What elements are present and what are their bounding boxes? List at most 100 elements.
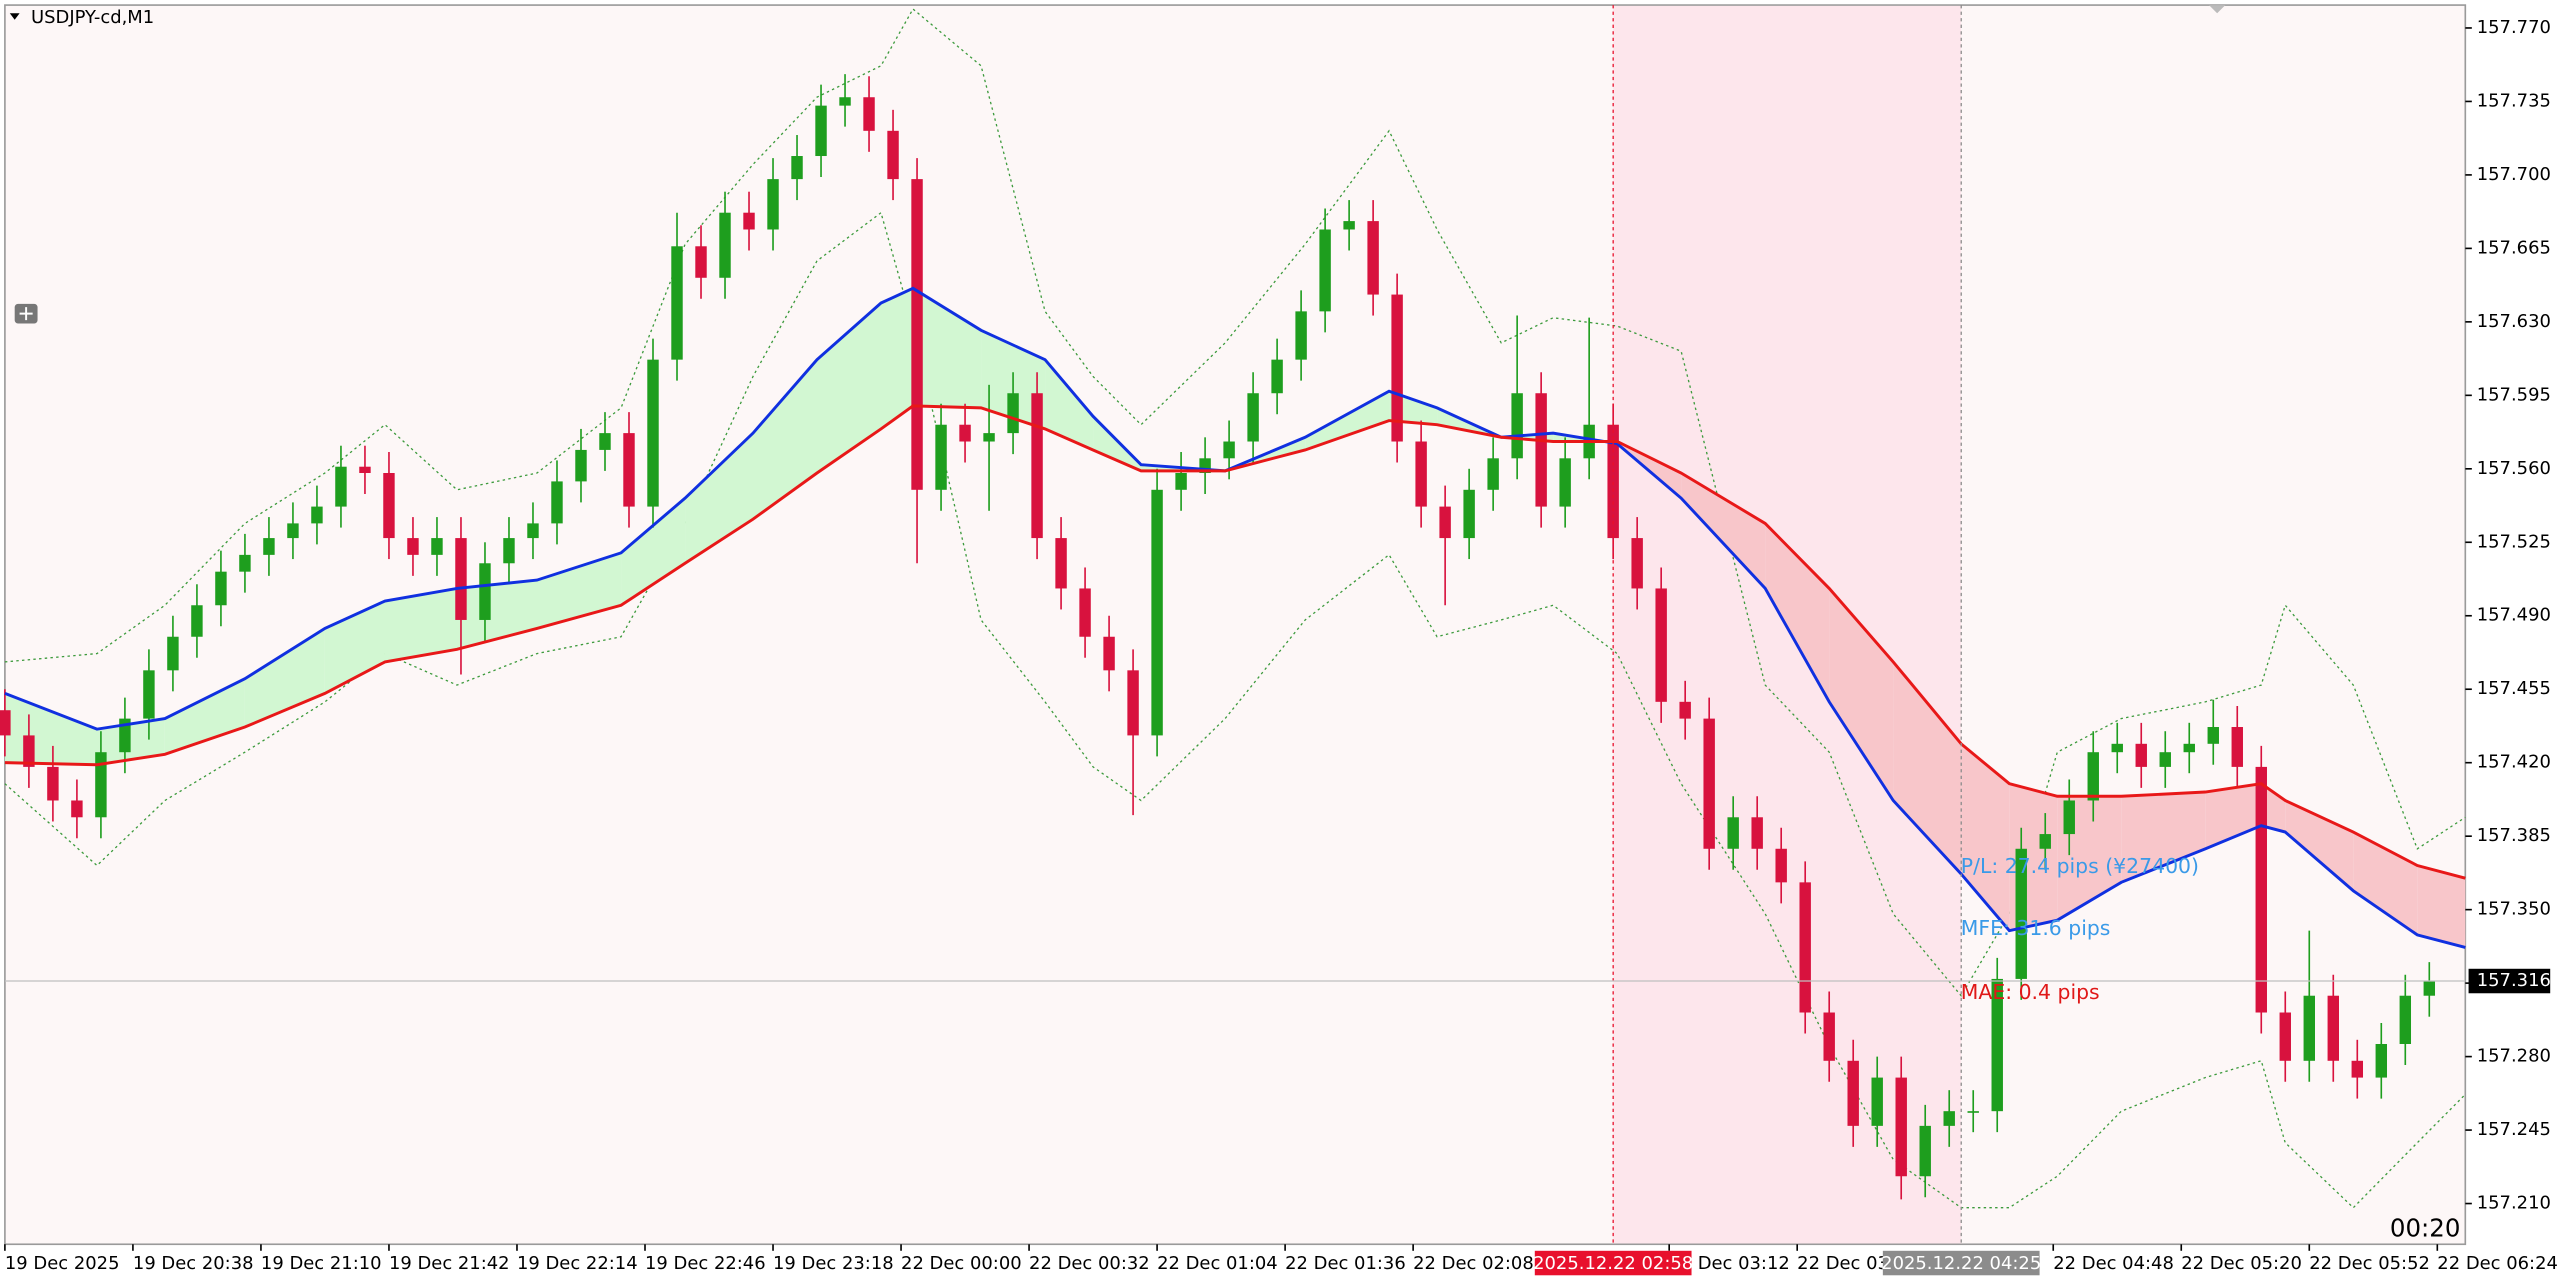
candle-body <box>215 571 227 606</box>
candle-body <box>95 752 107 818</box>
candle-body <box>2039 834 2051 849</box>
bollinger-band <box>4 211 2466 1209</box>
candle-body <box>1223 441 1235 459</box>
ma-fill <box>912 288 982 408</box>
chart-title: USDJPY-cd,M1 <box>31 7 154 28</box>
candle-body <box>1079 588 1091 637</box>
candle-body <box>1439 506 1451 539</box>
candle-body <box>959 424 971 442</box>
candle-body <box>1655 588 1667 702</box>
ma-fill <box>2261 783 2286 833</box>
candle-body <box>1415 441 1427 507</box>
candle-body <box>2207 727 2219 744</box>
time-marker-label-box <box>1534 1250 1692 1276</box>
candle-body <box>1319 229 1331 312</box>
candle-body <box>119 718 131 753</box>
candle-body <box>671 246 683 360</box>
candle-body <box>2279 1012 2291 1061</box>
ma-fill <box>324 601 385 694</box>
ma-fill <box>1681 473 1766 589</box>
ma-fill <box>621 498 686 606</box>
ma-fill <box>384 588 457 662</box>
x-tick-label: 19 Dec 23:18 <box>773 1253 894 1274</box>
ma-fill <box>456 580 537 650</box>
candle-body <box>287 523 299 539</box>
candle-body <box>1535 393 1547 507</box>
ma-fill <box>2417 865 2466 948</box>
candle-body <box>23 735 35 767</box>
ma-fill <box>1961 743 2010 931</box>
candle-body <box>551 481 563 524</box>
y-tick-label: 157.560 <box>2477 458 2551 479</box>
y-tick-label: 157.735 <box>2477 90 2551 111</box>
y-tick-label: 157.455 <box>2477 678 2551 699</box>
candle-body <box>983 433 995 442</box>
candle-body <box>1391 294 1403 442</box>
candle-body <box>1055 538 1067 589</box>
candle-body <box>599 433 611 450</box>
candle-body <box>2015 848 2027 979</box>
candle-body <box>143 670 155 719</box>
x-tick-label: 19 Dec 22:14 <box>517 1253 638 1274</box>
candle-body <box>2087 752 2099 801</box>
candle-body <box>2255 766 2267 1013</box>
candle-body <box>2135 743 2147 767</box>
candle-body <box>1679 701 1691 719</box>
candle-body <box>311 506 323 524</box>
y-tick-label: 157.665 <box>2477 237 2551 258</box>
candle-body <box>479 563 491 620</box>
candle-body <box>1775 848 1787 883</box>
candle-body <box>1727 817 1739 849</box>
candle-body <box>1559 458 1571 507</box>
candle-body <box>767 179 779 230</box>
candle-body <box>359 466 371 474</box>
candle-body <box>1703 718 1715 849</box>
candle-body <box>503 538 515 564</box>
ma-fill <box>164 678 245 755</box>
candle-body <box>1295 311 1307 360</box>
time-marker-label: 2025.12.22 02:58 <box>1533 1253 1693 1274</box>
candle-body <box>1127 670 1139 736</box>
candle-body <box>71 800 83 818</box>
candle-body <box>0 710 11 736</box>
ma-fill <box>685 433 753 564</box>
x-tick-label: 22 Dec 02:08 <box>1413 1253 1534 1274</box>
ma-fill <box>1765 523 1830 702</box>
candle-body <box>1895 1077 1907 1177</box>
ma-fill <box>816 303 881 473</box>
time-marker-label: 2025.12.22 04:25 <box>1881 1253 2041 1274</box>
candle-body <box>455 538 467 620</box>
candle-body <box>2159 752 2171 767</box>
candle-body <box>527 523 539 539</box>
candle-body <box>2351 1060 2364 1078</box>
x-tick-label: 19 Dec 21:10 <box>261 1253 382 1274</box>
ma-fill <box>1829 588 1894 801</box>
candle-body <box>839 97 851 106</box>
y-tick-label: 157.385 <box>2477 825 2551 846</box>
x-tick-label: 22 Dec 05:52 <box>2309 1253 2430 1274</box>
candle-body <box>1487 458 1499 490</box>
candle-body <box>719 212 731 278</box>
y-tick-label: 157.595 <box>2477 384 2551 405</box>
ma-fill <box>1045 359 1094 450</box>
candle-body <box>1463 489 1475 539</box>
candle-body <box>1607 424 1619 539</box>
shift-marker[interactable] <box>2208 5 2226 14</box>
candle-body <box>695 246 707 278</box>
x-tick-label: 22 Dec 04:48 <box>2053 1253 2174 1274</box>
y-tick-label: 157.420 <box>2477 752 2551 773</box>
candle-body <box>191 605 203 637</box>
candle-body <box>575 449 587 482</box>
expand-icon <box>19 307 33 321</box>
ma-fill <box>1893 661 1962 874</box>
menu-arrow[interactable] <box>9 13 20 20</box>
candle-body <box>1631 538 1643 589</box>
x-tick-label: 19 Dec 22:46 <box>645 1253 766 1274</box>
candle-body <box>2399 995 2412 1044</box>
candle-body <box>1103 636 1115 671</box>
candle-body <box>1943 1111 1955 1126</box>
candle-body <box>1367 221 1379 295</box>
candle-body <box>1799 882 1811 1013</box>
candle-body <box>407 538 419 555</box>
